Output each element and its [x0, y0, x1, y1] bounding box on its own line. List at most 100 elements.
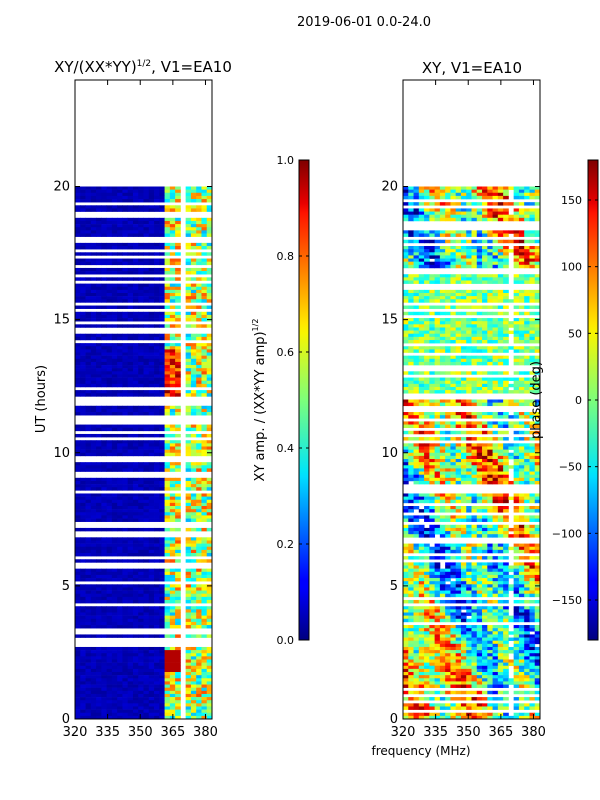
heatmap-cell	[450, 415, 457, 419]
heatmap-cell	[127, 324, 134, 328]
heatmap-cell	[127, 559, 134, 563]
heatmap-cell	[513, 477, 520, 482]
heatmap-cell	[445, 371, 451, 375]
heatmap-cell	[196, 650, 202, 654]
heatmap-cell	[96, 552, 102, 557]
heatmap-cell	[90, 252, 97, 256]
heatmap-cell	[111, 242, 118, 247]
heatmap-cell	[90, 659, 97, 663]
heatmap-cell	[106, 659, 113, 663]
heatmap-cell	[164, 659, 171, 663]
heatmap-cell	[482, 412, 488, 416]
heatmap-cell	[185, 424, 192, 428]
heatmap-cell	[196, 487, 202, 491]
heatmap-cell	[524, 443, 530, 447]
heatmap-cell	[403, 208, 409, 212]
heatmap-cell	[175, 358, 181, 363]
heatmap-cell	[148, 487, 155, 491]
heatmap-cell	[75, 477, 81, 482]
heatmap-cell	[85, 186, 92, 190]
heatmap-cell	[482, 261, 488, 266]
heatmap-cell	[471, 358, 478, 363]
heatmap-cell	[96, 715, 102, 720]
heatmap-cell	[418, 358, 425, 363]
heatmap-cell	[418, 349, 425, 353]
heatmap-cell	[413, 346, 420, 350]
heatmap-cell	[534, 361, 541, 366]
heatmap-cell	[487, 399, 493, 403]
heatmap-cell	[476, 261, 483, 266]
heatmap-cell	[164, 446, 171, 450]
heatmap-cell	[122, 220, 129, 225]
heatmap-cell	[190, 412, 197, 416]
heatmap-cell	[143, 537, 150, 541]
heatmap-cell	[460, 430, 467, 435]
heatmap-cell	[138, 697, 144, 701]
heatmap-cell	[503, 195, 509, 200]
heatmap-cell	[524, 421, 530, 425]
heatmap-cell	[80, 477, 86, 482]
heatmap-cell	[117, 540, 123, 544]
heatmap-cell	[175, 587, 181, 591]
heatmap-cell	[175, 615, 181, 620]
heatmap-cell	[143, 227, 150, 231]
heatmap-cell	[201, 546, 208, 551]
heatmap-cell	[196, 346, 202, 350]
heatmap-cell	[132, 343, 139, 347]
heatmap-cell	[106, 405, 113, 410]
heatmap-cell	[117, 412, 123, 416]
heatmap-cell	[143, 552, 150, 557]
heatmap-cell	[529, 465, 536, 469]
heatmap-cell	[424, 299, 430, 303]
heatmap-cell	[75, 621, 81, 626]
heatmap-cell	[175, 706, 181, 710]
heatmap-cell	[90, 496, 97, 501]
heatmap-cell	[143, 186, 150, 190]
heatmap-cell	[159, 433, 165, 438]
heatmap-cell	[190, 678, 197, 682]
heatmap-cell	[529, 471, 536, 475]
heatmap-cell	[513, 333, 520, 338]
heatmap-cell	[418, 277, 425, 281]
heatmap-cell	[434, 277, 441, 281]
heatmap-cell	[169, 277, 176, 281]
heatmap-cell	[106, 662, 113, 667]
heatmap-cell	[96, 690, 102, 695]
heatmap-cell	[434, 296, 441, 300]
heatmap-cell	[106, 383, 113, 388]
heatmap-cell	[185, 518, 192, 522]
heatmap-cell	[418, 186, 425, 190]
heatmap-cell	[429, 189, 436, 194]
heatmap-cell	[75, 715, 81, 720]
heatmap-cell	[201, 324, 208, 328]
heatmap-cell	[190, 374, 197, 378]
heatmap-cell	[75, 314, 81, 319]
heatmap-cell	[503, 455, 509, 460]
heatmap-cell	[439, 311, 446, 316]
heatmap-cell	[476, 296, 483, 300]
heatmap-cell	[196, 293, 202, 297]
heatmap-cell	[206, 217, 213, 222]
heatmap-cell	[85, 634, 92, 638]
heatmap-cell	[201, 665, 208, 670]
heatmap-cell	[96, 393, 102, 397]
heatmap-cell	[80, 709, 86, 714]
heatmap-cell	[148, 706, 155, 710]
heatmap-cell	[143, 352, 150, 356]
heatmap-cell	[143, 355, 150, 360]
heatmap-cell	[106, 358, 113, 363]
heatmap-cell	[403, 239, 409, 244]
heatmap-cell	[497, 261, 504, 266]
heatmap-cell	[122, 296, 129, 300]
heatmap-cell	[534, 311, 541, 316]
heatmap-cell	[132, 568, 139, 573]
heatmap-cell	[127, 462, 134, 466]
heatmap-cell	[132, 703, 139, 707]
heatmap-cell	[196, 227, 202, 231]
heatmap-cell	[185, 703, 192, 707]
heatmap-cell	[164, 358, 171, 363]
heatmap-cell	[80, 650, 86, 654]
heatmap-cell	[206, 368, 213, 372]
heatmap-cell	[122, 615, 129, 620]
heatmap-cell	[122, 499, 129, 504]
